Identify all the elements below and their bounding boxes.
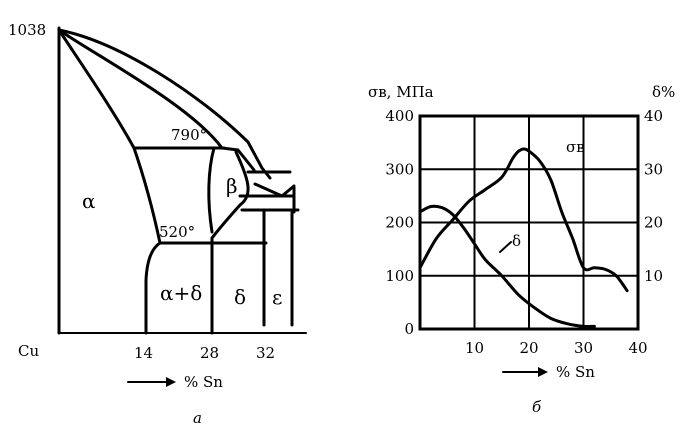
x-tick-28: 28	[200, 344, 219, 362]
chart-caption: б	[532, 398, 542, 416]
phase-diagram-labels: 1038 790° 520° α β α+δ δ ε Cu 14 28 32 %…	[8, 21, 282, 425]
series-line-sigma	[418, 147, 629, 293]
liquidus-line	[57, 28, 272, 180]
delta-label-leader	[499, 241, 512, 253]
left-y-tick-label-300: 300	[385, 160, 414, 178]
sigma-series-label: σв	[566, 138, 585, 156]
phase-alpha-delta-label: α+δ	[160, 281, 202, 305]
x-tick-14: 14	[134, 344, 153, 362]
right-y-axis-label: δ%	[652, 83, 675, 101]
right-edge-line	[280, 184, 296, 214]
phase-diagram-x-axis-label: % Sn	[184, 373, 223, 391]
right-y-tick-label-30: 30	[644, 160, 663, 178]
temperature-1038-label: 1038	[8, 21, 46, 39]
phase-alpha-label: α	[82, 189, 96, 213]
left-y-tick-label-100: 100	[385, 267, 414, 285]
x-tick-32: 32	[256, 344, 275, 362]
left-y-tick-label-0: 0	[404, 320, 414, 338]
left-y-axis-label: σв, МПа	[368, 83, 434, 101]
chart-grid	[420, 116, 638, 329]
phase-delta-label: δ	[234, 285, 246, 309]
beta-right-boundary	[210, 150, 250, 240]
chart-x-axis-label: % Sn	[556, 363, 595, 381]
alpha-solidus-line	[57, 28, 136, 150]
right-y-tick-label-40: 40	[644, 107, 663, 125]
chart-frame	[418, 114, 640, 331]
x-tick-label-20: 20	[519, 339, 538, 357]
temperature-790-label: 790°	[171, 126, 207, 144]
alpha-delta-boundary	[144, 241, 162, 335]
x-tick-label-10: 10	[465, 339, 484, 357]
beta-solidus-line	[57, 28, 224, 150]
left-y-tick-label-200: 200	[385, 214, 414, 232]
origin-cu-label: Cu	[18, 342, 39, 360]
left-y-tick-label-400: 400	[385, 107, 414, 125]
phase-diagram	[57, 26, 307, 335]
x-tick-label-40: 40	[628, 339, 647, 357]
upper-right-region-line	[220, 146, 256, 172]
phase-diagram-caption: а	[193, 409, 202, 425]
chart-series	[418, 147, 629, 329]
series-line-delta	[418, 204, 596, 329]
phase-epsilon-label: ε	[272, 285, 282, 309]
phase-beta-label: β	[226, 174, 238, 198]
delta-series-label: δ	[512, 232, 521, 250]
chart-x-axis-arrow-icon	[502, 367, 548, 377]
x-axis-arrow-icon	[127, 377, 176, 387]
temperature-520-label: 520°	[159, 223, 195, 241]
beta-left-boundary	[207, 146, 216, 234]
right-y-tick-label-20: 20	[644, 214, 663, 232]
alpha-solvus-line	[132, 146, 162, 245]
x-tick-label-30: 30	[574, 339, 593, 357]
right-y-tick-label-10: 10	[644, 267, 663, 285]
horizontal-line-2	[253, 182, 284, 198]
